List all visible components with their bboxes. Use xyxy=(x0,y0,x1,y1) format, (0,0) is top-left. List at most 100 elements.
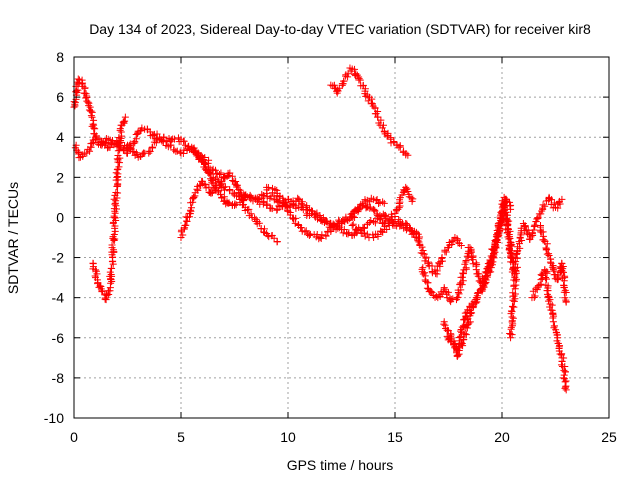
plot-frame xyxy=(73,56,610,419)
data-point xyxy=(340,77,348,85)
data-point xyxy=(549,318,557,326)
data-point xyxy=(110,230,118,238)
data-point xyxy=(422,254,430,262)
data-point xyxy=(193,185,201,193)
data-point xyxy=(117,128,125,136)
data-point xyxy=(170,146,178,154)
data-point xyxy=(542,246,550,254)
data-point xyxy=(537,271,545,279)
data-point xyxy=(503,215,511,223)
data-point xyxy=(492,244,500,252)
data-point xyxy=(533,286,541,294)
data-point xyxy=(354,205,362,213)
data-point xyxy=(544,297,552,305)
data-point xyxy=(266,194,274,202)
data-point xyxy=(349,220,357,228)
data-point xyxy=(87,107,95,115)
y-axis-label: SDTVAR / TECUs xyxy=(5,182,21,294)
data-point xyxy=(372,110,380,118)
data-point xyxy=(374,232,382,240)
data-point xyxy=(562,288,570,296)
data-point xyxy=(110,236,118,244)
data-point xyxy=(466,310,474,318)
data-point xyxy=(527,233,535,241)
data-point xyxy=(231,200,239,208)
data-point xyxy=(115,163,123,171)
data-point xyxy=(487,259,495,267)
data-point xyxy=(187,204,195,212)
data-point xyxy=(211,186,219,194)
data-point xyxy=(112,169,120,177)
data-point xyxy=(338,219,345,227)
data-point xyxy=(556,350,564,358)
data-point xyxy=(302,206,310,214)
data-point xyxy=(233,181,241,189)
data-point xyxy=(383,225,391,233)
data-point xyxy=(490,254,498,262)
data-point xyxy=(559,268,567,276)
data-point xyxy=(377,116,385,124)
data-point xyxy=(545,294,553,302)
y-tick-label: -10 xyxy=(44,410,64,426)
data-point xyxy=(459,269,467,277)
data-point xyxy=(417,249,425,257)
y-tick-label: 2 xyxy=(56,169,64,185)
data-point xyxy=(207,188,215,196)
x-tick-label: 0 xyxy=(70,429,78,445)
data-point xyxy=(457,327,465,335)
data-point xyxy=(381,222,389,230)
data-point xyxy=(539,201,547,209)
data-point xyxy=(117,136,125,144)
grid-lines xyxy=(74,57,609,418)
data-point xyxy=(236,198,244,206)
data-point xyxy=(373,195,381,203)
data-point xyxy=(271,185,279,193)
data-point xyxy=(531,292,539,300)
series-sat-h xyxy=(327,64,412,159)
data-point xyxy=(216,171,224,179)
data-point xyxy=(74,148,82,156)
data-point xyxy=(544,287,552,295)
data-point xyxy=(505,235,513,243)
data-point xyxy=(374,113,382,121)
data-point xyxy=(106,268,114,276)
data-point xyxy=(427,287,435,295)
data-point xyxy=(221,183,229,191)
data-point xyxy=(462,256,470,264)
data-point xyxy=(418,243,426,251)
data-point xyxy=(317,234,325,242)
series-sat-l xyxy=(447,205,519,360)
data-point xyxy=(404,151,412,159)
data-point xyxy=(536,281,544,289)
data-point xyxy=(543,269,551,277)
data-point xyxy=(355,75,363,83)
data-point xyxy=(201,165,209,173)
data-point xyxy=(237,189,245,197)
data-point xyxy=(509,314,517,322)
data-point xyxy=(217,169,225,177)
data-point xyxy=(294,194,302,202)
data-point xyxy=(500,209,508,217)
data-point xyxy=(167,136,175,144)
series-sat-g xyxy=(263,183,388,243)
data-point xyxy=(127,144,135,152)
data-point xyxy=(362,92,370,100)
data-point xyxy=(379,121,387,129)
data-point xyxy=(558,267,566,275)
data-point xyxy=(543,275,551,283)
data-point xyxy=(190,193,198,201)
data-point xyxy=(247,210,255,218)
data-point xyxy=(102,135,110,143)
data-point xyxy=(455,334,463,342)
data-point xyxy=(489,253,497,261)
data-point xyxy=(179,231,187,239)
y-tick-label: 4 xyxy=(56,129,64,145)
data-point xyxy=(353,225,361,233)
data-point xyxy=(502,198,510,206)
series-sat-o xyxy=(536,221,570,306)
data-point xyxy=(202,159,210,167)
series-sat-n xyxy=(528,266,570,394)
y-tick-label: -8 xyxy=(52,370,65,386)
data-point xyxy=(458,281,466,289)
data-point xyxy=(499,216,507,224)
